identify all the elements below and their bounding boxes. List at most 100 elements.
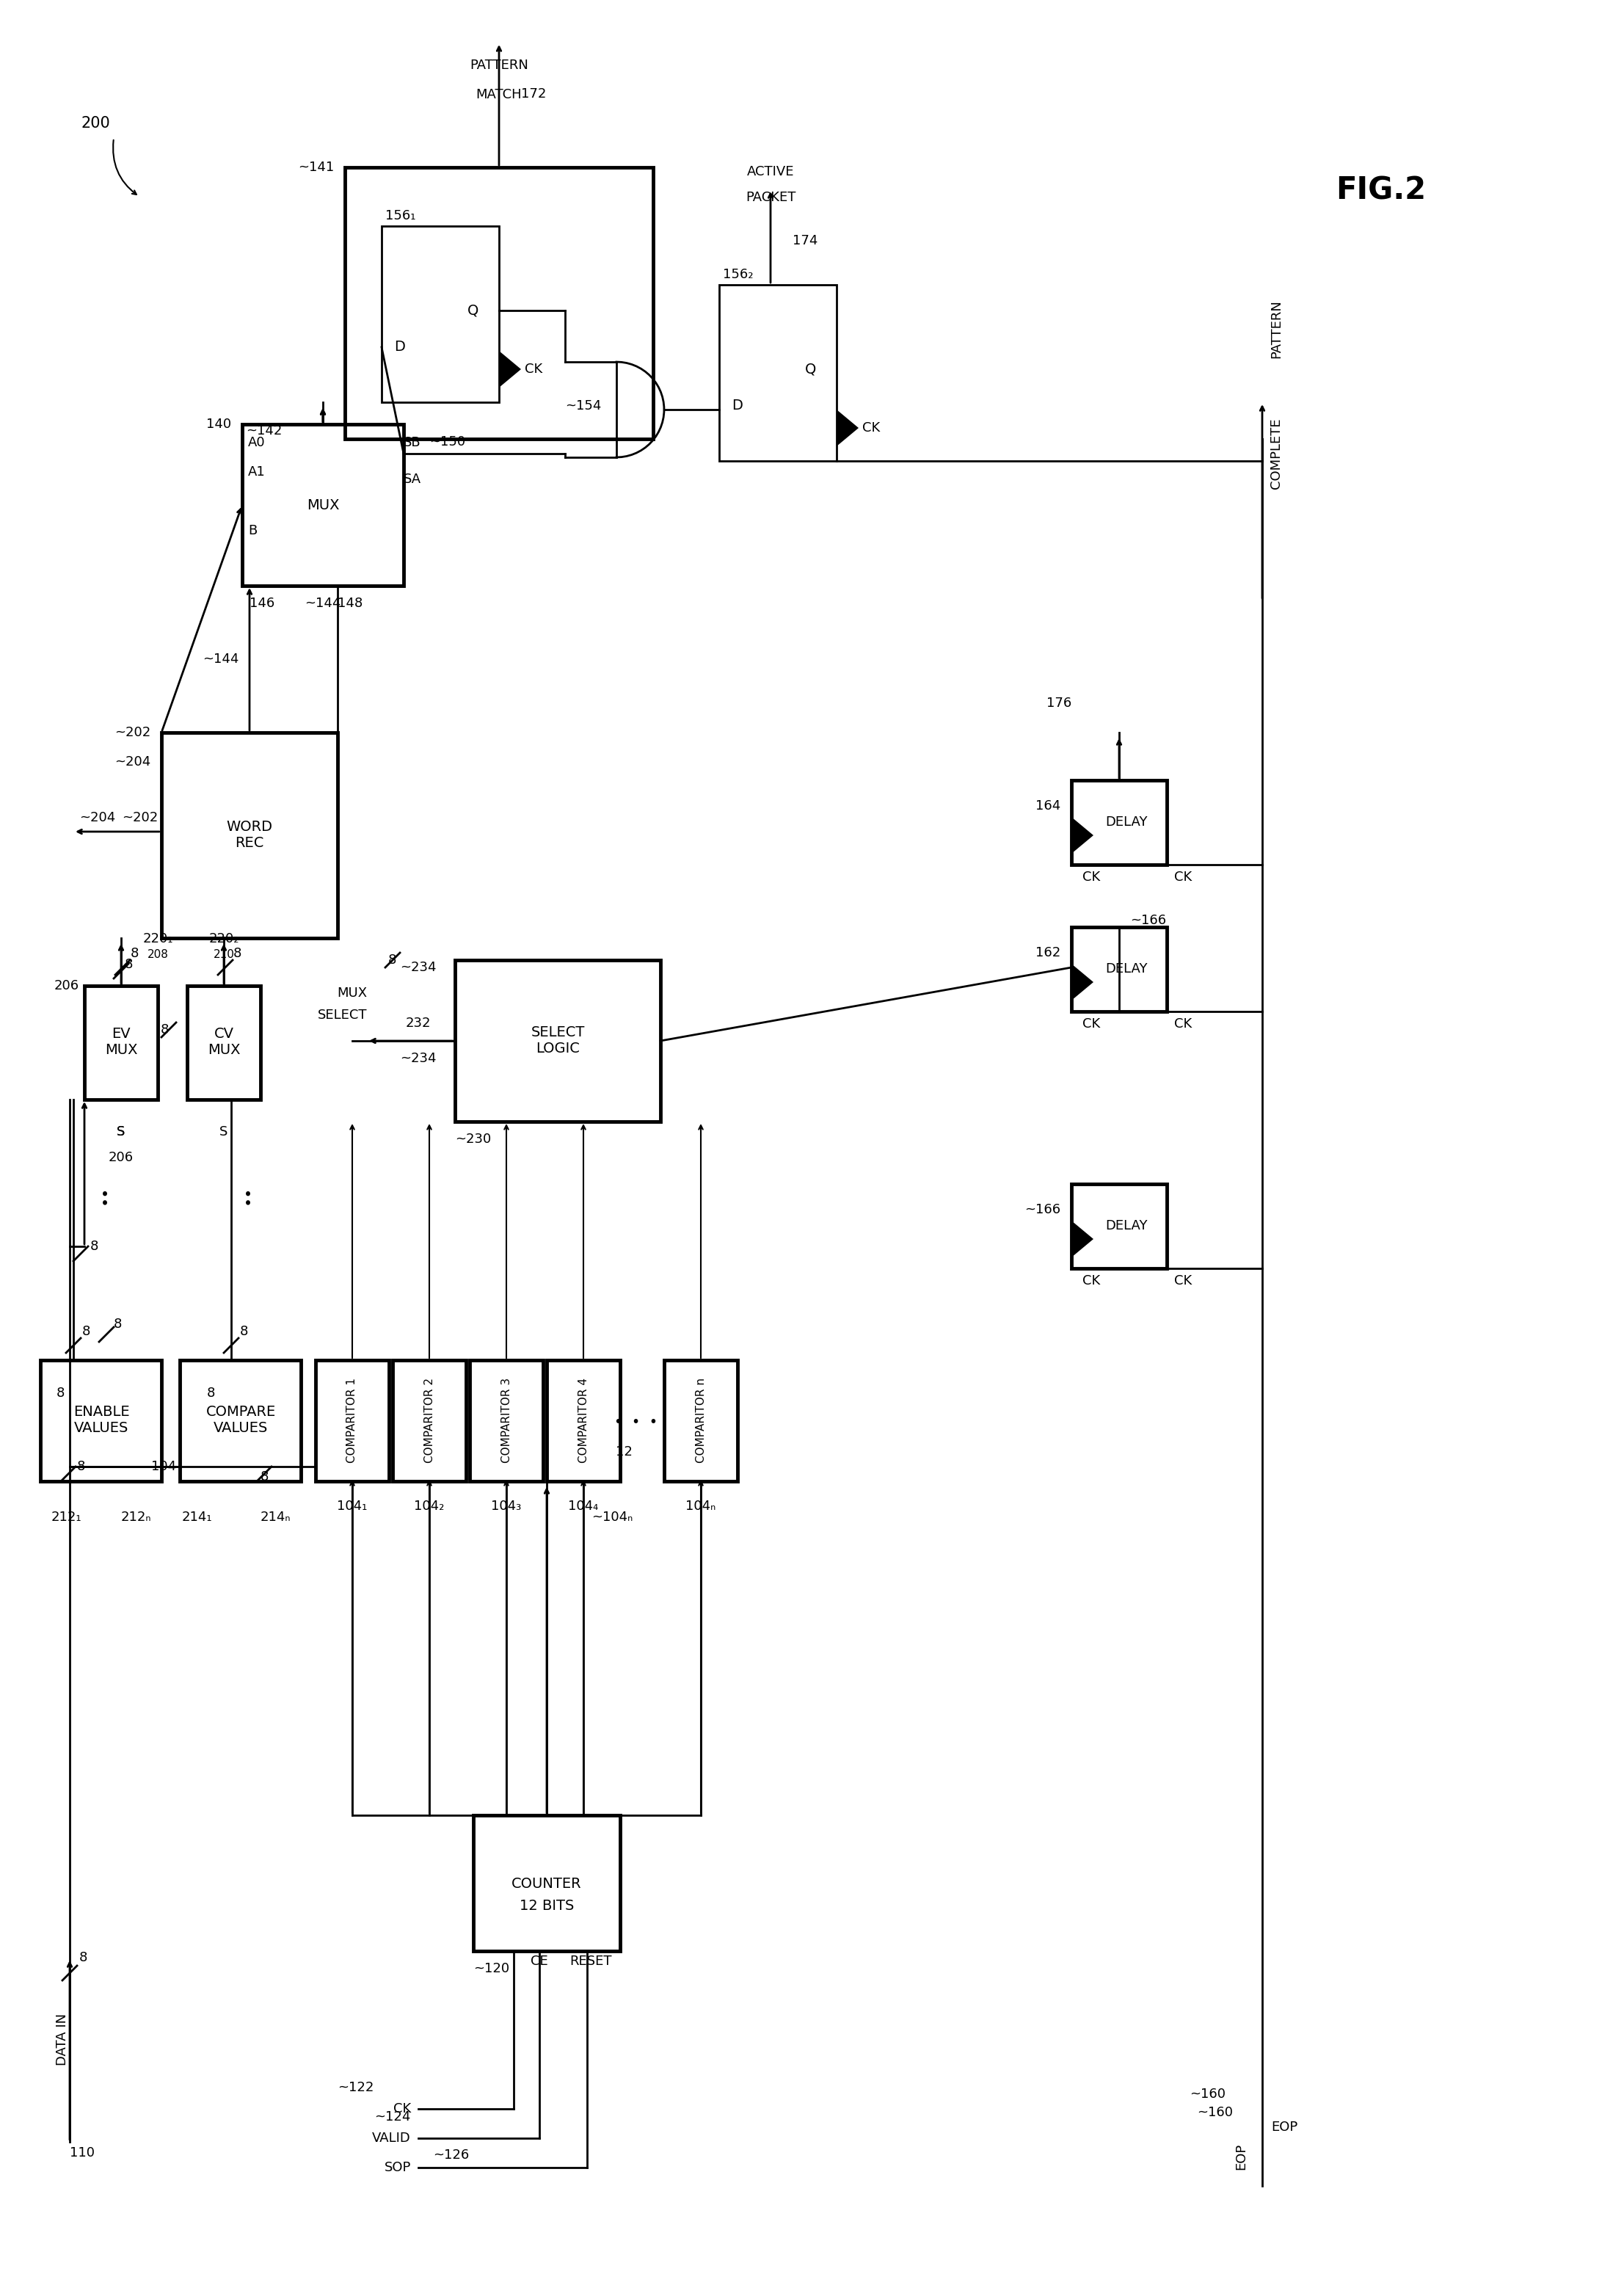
Text: ~202: ~202: [122, 812, 158, 823]
Bar: [469, 1360, 542, 1480]
Text: 146: 146: [250, 596, 274, 609]
Text: 212ₙ: 212ₙ: [120, 1510, 151, 1524]
Bar: [344, 168, 653, 439]
Text: ~124: ~124: [375, 2110, 411, 2124]
Text: CK: CK: [1083, 1016, 1099, 1030]
Text: 210: 210: [213, 948, 234, 960]
Text: S: S: [117, 1126, 125, 1139]
Text: MUX: MUX: [307, 498, 339, 512]
Text: ~122: ~122: [338, 2081, 374, 2094]
Text: 8: 8: [260, 1471, 268, 1483]
Text: ~166: ~166: [1130, 914, 1166, 928]
Text: ENABLE
VALUES: ENABLE VALUES: [73, 1405, 130, 1435]
Text: 8: 8: [83, 1326, 91, 1337]
Text: ~166: ~166: [1025, 1203, 1060, 1217]
Text: 140: 140: [206, 418, 231, 430]
Text: ~144: ~144: [305, 596, 341, 609]
Polygon shape: [1072, 816, 1093, 853]
Text: 206: 206: [109, 1151, 133, 1164]
Bar: [161, 732, 338, 939]
Text: DATA IN: DATA IN: [55, 2012, 68, 2065]
Text: 148: 148: [338, 596, 362, 609]
Text: 8: 8: [234, 946, 242, 960]
Text: 8: 8: [91, 1239, 99, 1253]
Text: 104₂: 104₂: [414, 1499, 445, 1512]
Text: COUNTER: COUNTER: [512, 1876, 581, 1890]
Text: SA: SA: [404, 473, 421, 487]
Text: 206: 206: [54, 980, 80, 991]
Text: A1: A1: [248, 466, 265, 478]
Text: S: S: [117, 1126, 125, 1139]
Text: WORD
REC: WORD REC: [226, 821, 273, 850]
Text: D: D: [732, 398, 742, 414]
Text: ~204: ~204: [114, 755, 151, 769]
Text: EOP: EOP: [1272, 2122, 1298, 2133]
Text: 214₁: 214₁: [182, 1510, 213, 1524]
Text: SELECT: SELECT: [317, 1010, 367, 1021]
Text: CK: CK: [1174, 871, 1192, 885]
Text: ~142: ~142: [245, 425, 283, 437]
Text: ~230: ~230: [455, 1132, 490, 1146]
Text: 214ₙ: 214ₙ: [260, 1510, 291, 1524]
Text: 12: 12: [615, 1446, 633, 1458]
Text: 8: 8: [130, 946, 140, 960]
Text: SELECT
LOGIC: SELECT LOGIC: [531, 1026, 585, 1055]
Text: ~204: ~204: [80, 812, 115, 823]
Text: FIG.2: FIG.2: [1335, 175, 1426, 205]
Text: 8: 8: [240, 1326, 248, 1337]
Text: 176: 176: [1046, 696, 1072, 709]
Text: 232: 232: [406, 1016, 430, 1030]
Text: COMPARITOR 2: COMPARITOR 2: [424, 1378, 435, 1462]
Text: S: S: [219, 1126, 227, 1139]
Bar: [455, 960, 661, 1121]
Text: 8: 8: [125, 957, 133, 971]
Text: 8: 8: [114, 1317, 122, 1330]
Text: CK: CK: [1174, 1273, 1192, 1287]
Text: ~160: ~160: [1197, 2106, 1233, 2119]
Bar: [41, 1360, 161, 1480]
Text: EV
MUX: EV MUX: [106, 1028, 138, 1057]
Text: CK: CK: [1083, 871, 1099, 885]
Text: ~126: ~126: [434, 2149, 469, 2163]
Text: SOP: SOP: [385, 2160, 411, 2174]
Text: 104ₙ: 104ₙ: [685, 1499, 716, 1512]
Bar: [315, 1360, 388, 1480]
Text: 200: 200: [81, 116, 110, 130]
Bar: [547, 1360, 620, 1480]
Text: 8: 8: [76, 1460, 86, 1474]
Bar: [719, 284, 836, 462]
Text: CK: CK: [862, 421, 880, 434]
Text: ~150: ~150: [430, 434, 466, 448]
Text: 8: 8: [161, 1023, 169, 1037]
Text: D: D: [395, 341, 406, 355]
Text: ~144: ~144: [203, 653, 239, 666]
Text: Q: Q: [468, 302, 479, 318]
Text: 162: 162: [1034, 946, 1060, 960]
Text: CK: CK: [393, 2101, 411, 2115]
Text: ~141: ~141: [297, 161, 335, 175]
Text: MATCH: MATCH: [476, 89, 521, 102]
Text: ~154: ~154: [565, 400, 601, 412]
Text: 12 BITS: 12 BITS: [520, 1899, 573, 1912]
Bar: [382, 225, 499, 402]
Text: 104₄: 104₄: [568, 1499, 599, 1512]
Polygon shape: [1072, 1221, 1093, 1258]
Text: COMPARITOR 1: COMPARITOR 1: [348, 1378, 357, 1462]
Text: 220₂: 220₂: [208, 932, 239, 946]
Text: 172: 172: [521, 86, 546, 100]
Polygon shape: [1072, 964, 1093, 1001]
Text: ~104ₙ: ~104ₙ: [591, 1510, 633, 1524]
Text: CK: CK: [1083, 1273, 1099, 1287]
Bar: [473, 1815, 620, 1951]
Text: COMPARITOR 4: COMPARITOR 4: [578, 1378, 590, 1462]
Text: ~202: ~202: [114, 725, 151, 739]
Text: ~120: ~120: [473, 1962, 510, 1976]
Bar: [1072, 780, 1166, 864]
Text: 8: 8: [80, 1951, 88, 1965]
Text: 220₁: 220₁: [143, 932, 174, 946]
Text: ~234: ~234: [400, 962, 437, 973]
Text: 104: 104: [151, 1460, 175, 1474]
Text: PATTERN: PATTERN: [1270, 300, 1283, 359]
Text: PACKET: PACKET: [745, 191, 796, 205]
Text: ACTIVE: ACTIVE: [747, 166, 794, 177]
